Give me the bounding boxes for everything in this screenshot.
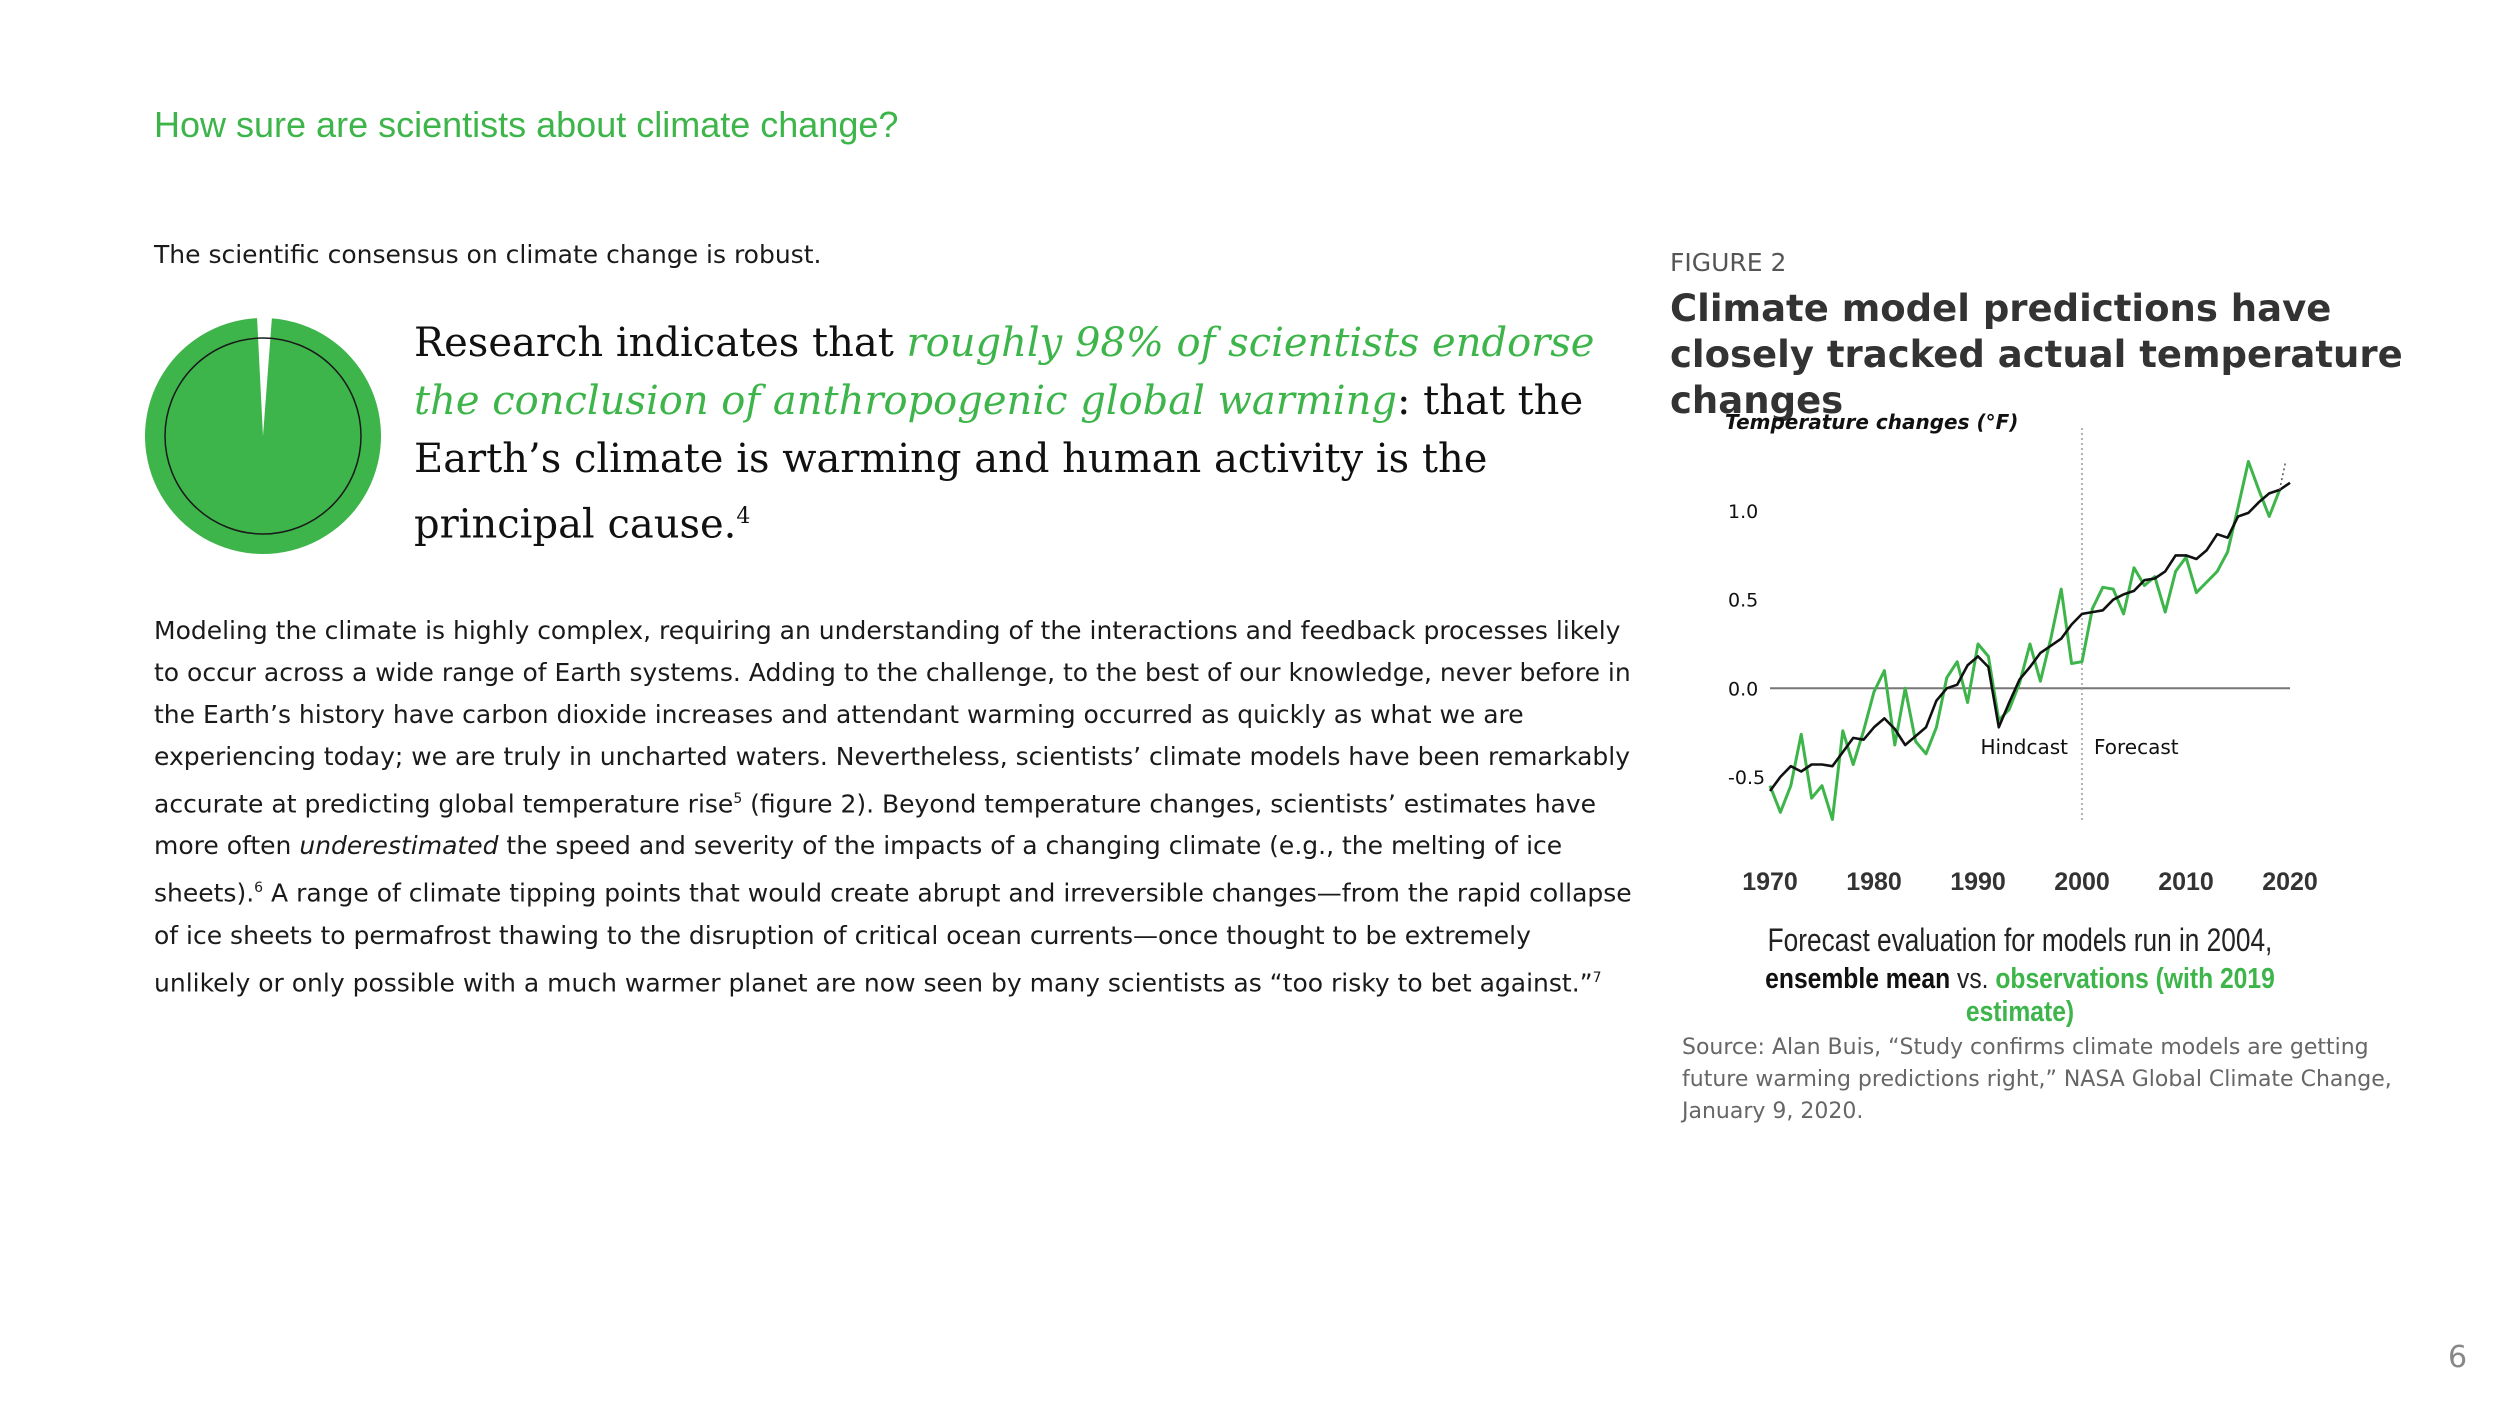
x-tick-label: 1970 — [1742, 868, 1798, 896]
footnote-ref-7[interactable]: 7 — [1592, 969, 1602, 986]
series-line-observations — [1768, 460, 2281, 821]
caption-line-2: ensemble mean vs. observations (with 201… — [1723, 963, 2318, 1029]
y-tick-label: 1.0 — [1728, 501, 1758, 523]
figure-caption: Forecast evaluation for models run in 20… — [1670, 922, 2370, 1029]
annotation-forecast: Forecast — [2094, 735, 2179, 759]
y-axis-label: Temperature changes (°F) — [1725, 410, 2018, 434]
pull-quote-highlight: roughly 98% of scientists endorse the co… — [414, 320, 1595, 424]
pull-quote: Research indicates that roughly 98% of s… — [414, 314, 1614, 553]
figure-label: FIGURE 2 — [1670, 248, 1787, 277]
figure-source: Source: Alan Buis, “Study confirms clima… — [1682, 1035, 2392, 1124]
footnote-ref-6[interactable]: 6 — [254, 880, 264, 897]
x-tick-label: 1990 — [1950, 868, 2006, 896]
y-tick-label: -0.5 — [1728, 767, 1765, 789]
y-tick-label: 0.5 — [1728, 590, 1758, 612]
body-paragraph: Modeling the climate is highly complex, … — [154, 610, 1634, 1004]
pie-inner-ring — [164, 337, 362, 535]
pull-quote-before: Research indicates that — [414, 320, 907, 366]
page-number: 6 — [2448, 1340, 2468, 1375]
y-tick-label: 0.0 — [1728, 678, 1758, 700]
body-text-1: Modeling the climate is highly complex, … — [154, 616, 1631, 819]
figure-title: Climate model predictions have closely t… — [1670, 287, 2403, 422]
x-tick-label: 2020 — [2262, 868, 2318, 896]
body-text-4: A range of climate tipping points that w… — [154, 878, 1632, 997]
caption-line-1: Forecast evaluation for models run in 20… — [1767, 922, 2273, 958]
footnote-ref-5[interactable]: 5 — [733, 791, 743, 807]
x-tick-label: 2010 — [2158, 868, 2214, 896]
consensus-pie-chart — [145, 318, 381, 554]
caption-ensemble-mean: ensemble mean — [1765, 963, 1951, 995]
x-tick-label: 2000 — [2054, 868, 2110, 896]
body-text-italic: underestimated — [299, 831, 499, 861]
body-text-2: (figure 2). Beyond temperature changes, … — [154, 789, 1597, 861]
x-tick-label: 1980 — [1846, 868, 1902, 896]
series-line-ensemble-mean — [1768, 481, 2291, 792]
footnote-ref-4[interactable]: 4 — [736, 504, 751, 529]
pie-slice-consensus — [145, 318, 381, 554]
body-text-3: the speed and severity of the impacts of… — [154, 831, 1563, 908]
pull-quote-after: : that the Earth’s climate is warming an… — [414, 378, 1584, 548]
annotation-hindcast: Hindcast — [1981, 735, 2069, 759]
lead-sentence: The scientific consensus on climate chan… — [154, 240, 822, 269]
section-title: How sure are scientists about climate ch… — [154, 104, 899, 145]
caption-vs: vs. — [1950, 963, 1996, 995]
caption-observations: observations (with 2019 estimate) — [1965, 963, 2275, 1028]
temperature-line-chart: Temperature changes (°F) 1.0 0.5 0.0 -0.5 Hin… — [1725, 410, 2318, 896]
